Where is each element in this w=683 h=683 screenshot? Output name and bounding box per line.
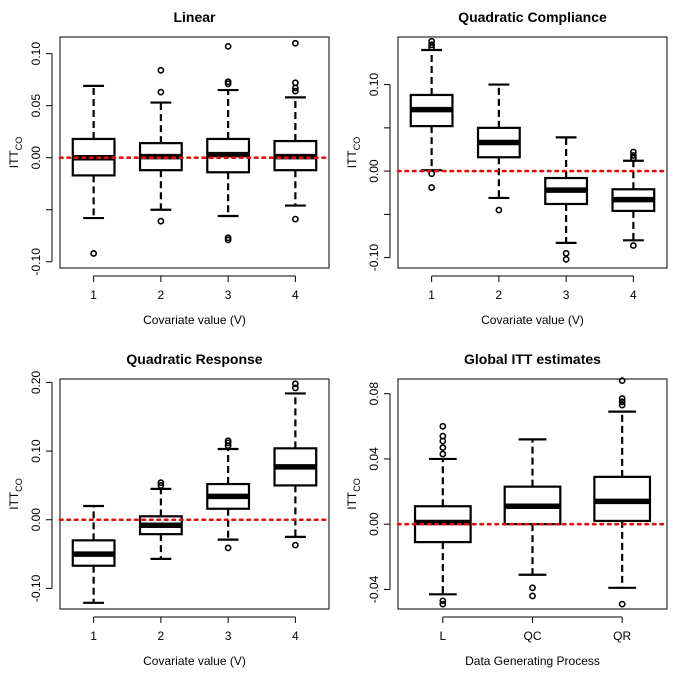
x-tick-label: 2 bbox=[158, 629, 165, 643]
y-axis-label-main: ITT bbox=[345, 491, 359, 510]
plot-frame bbox=[59, 378, 330, 610]
x-tick-label: 4 bbox=[630, 288, 637, 302]
plot-title: Quadratic Compliance bbox=[458, 9, 607, 25]
y-axis-label-subscript: CO bbox=[14, 137, 24, 151]
y-tick-label: 0.00 bbox=[367, 512, 381, 536]
y-tick-label: 0.10 bbox=[29, 439, 43, 463]
x-tick-label: 4 bbox=[292, 629, 299, 643]
outlier-point bbox=[618, 398, 626, 406]
outlier-point bbox=[291, 541, 299, 549]
plot-title: Quadratic Response bbox=[126, 351, 262, 367]
x-axis-label: Covariate value (V) bbox=[143, 313, 246, 327]
x-tick-label: QC bbox=[524, 629, 542, 643]
x-tick-label: 1 bbox=[90, 288, 97, 302]
outlier-point bbox=[629, 154, 637, 162]
outlier-point bbox=[291, 87, 299, 95]
plot-title: Linear bbox=[173, 9, 216, 25]
y-tick-label: 0.00 bbox=[29, 146, 43, 170]
x-tick-label: 2 bbox=[158, 288, 165, 302]
outlier-point bbox=[439, 432, 447, 440]
y-axis-label: ITTCO bbox=[7, 137, 24, 169]
y-axis-label-subscript: CO bbox=[352, 478, 362, 492]
y-tick-label: 0.04 bbox=[367, 447, 381, 471]
outlier-point bbox=[224, 234, 232, 242]
outlier-point bbox=[428, 37, 436, 45]
x-tick-label: 3 bbox=[225, 629, 232, 643]
outlier-point bbox=[291, 79, 299, 87]
x-axis-label: Covariate value (V) bbox=[481, 313, 584, 327]
outlier-point bbox=[618, 377, 626, 385]
plot-frame bbox=[397, 36, 668, 269]
outlier-point bbox=[224, 78, 232, 86]
x-axis-label: Covariate value (V) bbox=[143, 654, 246, 668]
outlier-point bbox=[439, 422, 447, 430]
outlier-point bbox=[157, 66, 165, 74]
y-tick-label: -0.10 bbox=[29, 248, 43, 276]
plot-frame bbox=[397, 378, 668, 610]
y-axis-label: ITTCO bbox=[345, 137, 362, 169]
outlier-point bbox=[224, 544, 232, 552]
outlier-point bbox=[495, 206, 503, 214]
y-tick-label: 0.20 bbox=[29, 370, 43, 394]
outlier-point bbox=[629, 148, 637, 156]
y-axis-label-main: ITT bbox=[345, 150, 359, 169]
x-tick-label: 1 bbox=[90, 629, 97, 643]
outlier-point bbox=[291, 215, 299, 223]
outlier-point bbox=[529, 584, 536, 592]
x-tick-label: 3 bbox=[225, 288, 232, 302]
x-tick-label: L bbox=[439, 629, 446, 643]
outlier-point bbox=[618, 401, 626, 409]
outlier-point bbox=[562, 255, 570, 263]
outlier-point bbox=[439, 600, 447, 608]
y-axis-label-subscript: CO bbox=[352, 137, 362, 151]
y-tick-label: 0.08 bbox=[367, 382, 381, 406]
outlier-point bbox=[291, 39, 299, 47]
outlier-point bbox=[439, 444, 447, 451]
outlier-point bbox=[428, 43, 436, 51]
outlier-point bbox=[629, 152, 637, 159]
outlier-point bbox=[90, 250, 98, 257]
x-axis-label: Data Generating Process bbox=[465, 654, 600, 668]
outlier-point bbox=[439, 597, 447, 605]
y-tick-label: -0.10 bbox=[367, 244, 381, 272]
x-tick-label: QR bbox=[613, 629, 631, 643]
y-tick-label: 0.00 bbox=[367, 159, 381, 183]
outlier-point bbox=[224, 437, 232, 445]
y-axis-label-main: ITT bbox=[7, 150, 21, 169]
outlier-point bbox=[629, 242, 637, 249]
y-axis-label: ITTCO bbox=[7, 478, 24, 510]
y-tick-label: 0.10 bbox=[29, 42, 43, 66]
outlier-point bbox=[428, 41, 436, 49]
y-axis-label-main: ITT bbox=[7, 491, 21, 510]
outlier-point bbox=[428, 184, 436, 191]
outlier-point bbox=[618, 600, 626, 608]
y-axis-label-subscript: CO bbox=[14, 478, 24, 492]
outlier-point bbox=[157, 217, 165, 225]
y-tick-label: -0.10 bbox=[29, 574, 43, 602]
outlier-point bbox=[224, 42, 232, 50]
outlier-point bbox=[291, 384, 299, 392]
outlier-point bbox=[618, 395, 626, 402]
plot-title: Global ITT estimates bbox=[464, 351, 601, 367]
y-tick-label: 0.10 bbox=[367, 73, 381, 97]
x-tick-label: 3 bbox=[563, 288, 570, 302]
plot-frame bbox=[59, 36, 330, 269]
x-tick-label: 2 bbox=[496, 288, 503, 302]
outlier-point bbox=[439, 450, 447, 458]
outlier-point bbox=[157, 479, 165, 487]
y-tick-label: 0.00 bbox=[29, 508, 43, 532]
outlier-point bbox=[157, 88, 165, 96]
x-tick-label: 1 bbox=[428, 288, 435, 302]
x-tick-label: 4 bbox=[292, 288, 299, 302]
y-axis-label: ITTCO bbox=[345, 478, 362, 510]
outlier-point bbox=[529, 592, 536, 600]
outlier-point bbox=[291, 380, 299, 388]
y-tick-label: -0.04 bbox=[367, 575, 381, 603]
outlier-point bbox=[157, 482, 165, 489]
outlier-point bbox=[562, 249, 570, 257]
y-tick-label: 0.05 bbox=[29, 94, 43, 118]
